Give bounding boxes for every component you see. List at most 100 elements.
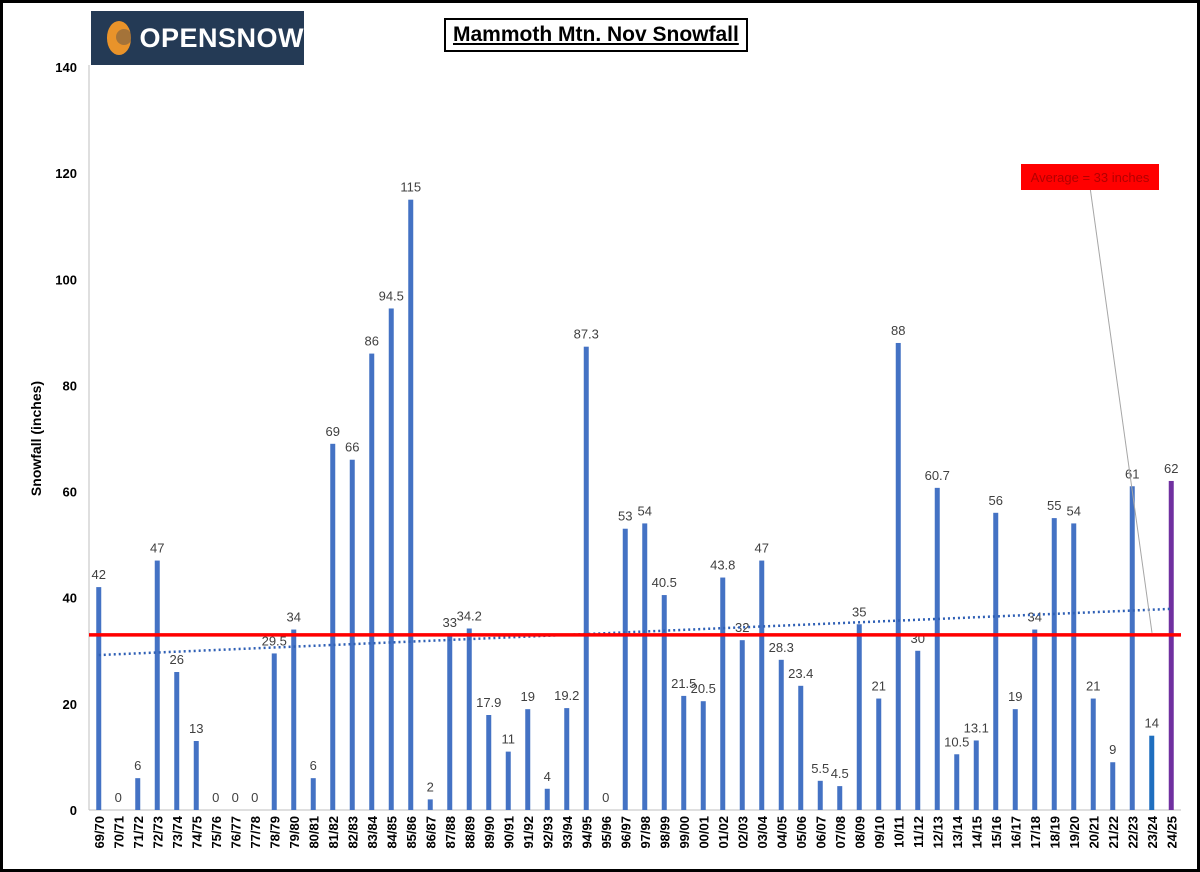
data-label: 6 [134, 758, 141, 773]
x-tick-label: 09/10 [872, 816, 887, 849]
x-tick-label: 90/91 [501, 816, 516, 849]
y-tick-label: 140 [55, 60, 77, 75]
bar [837, 786, 843, 810]
bar [720, 577, 726, 810]
x-tick-label: 86/87 [423, 816, 438, 849]
data-label: 19.2 [554, 688, 579, 703]
opensnow-logo: OPENSNOW [91, 11, 304, 65]
x-tick-label: 16/17 [1008, 816, 1023, 849]
bar [388, 308, 394, 810]
x-tick-label: 92/93 [540, 816, 555, 849]
x-tick-label: 88/89 [462, 816, 477, 849]
x-tick-label: 87/88 [443, 816, 458, 849]
x-tick-label: 02/03 [735, 816, 750, 849]
y-tick-label: 60 [63, 485, 77, 500]
x-tick-label: 03/04 [755, 815, 770, 848]
x-tick-label: 24/25 [1164, 816, 1179, 849]
data-label: 19 [1008, 689, 1022, 704]
x-tick-label: 98/99 [657, 816, 672, 849]
data-label: 47 [755, 541, 769, 556]
data-label: 11 [502, 732, 516, 747]
bar [642, 523, 648, 810]
y-tick-label: 120 [55, 166, 77, 181]
data-label: 87.3 [574, 327, 599, 342]
x-tick-label: 81/82 [326, 816, 341, 849]
data-label: 0 [115, 790, 122, 805]
y-tick-label: 20 [63, 697, 77, 712]
x-tick-label: 08/09 [852, 816, 867, 849]
data-label: 13 [189, 721, 203, 736]
x-tick-label: 84/85 [384, 816, 399, 849]
y-tick-label: 0 [70, 803, 77, 818]
bar [876, 698, 882, 810]
x-tick-label: 69/70 [92, 816, 107, 849]
x-tick-label: 05/06 [794, 816, 809, 849]
bar [681, 695, 687, 810]
bar [622, 528, 628, 810]
data-label: 6 [310, 758, 317, 773]
data-label: 21 [872, 679, 886, 694]
data-label: 21 [1086, 679, 1100, 694]
data-label: 66 [345, 440, 359, 455]
bar [486, 715, 492, 810]
x-tick-label: 72/73 [150, 816, 165, 849]
bar [193, 741, 199, 810]
data-label: 30 [911, 631, 925, 646]
x-tick-label: 85/86 [404, 816, 419, 849]
bar [1149, 735, 1155, 810]
data-label: 14 [1145, 716, 1159, 731]
bar [583, 346, 589, 810]
bar [661, 595, 667, 810]
bar [798, 685, 804, 810]
data-label: 17.9 [476, 695, 501, 710]
data-label: 53 [618, 509, 632, 524]
x-tick-label: 19/20 [1067, 816, 1082, 849]
data-label: 60.7 [925, 468, 950, 483]
data-label: 0 [251, 790, 258, 805]
data-label: 54 [1067, 503, 1081, 518]
bar [915, 650, 921, 810]
bar [466, 628, 472, 810]
data-label: 62 [1164, 461, 1178, 476]
chart-frame: 0 20 40 60 80 100 120 140 Snowfall (inches) 69/70… [3, 3, 1197, 869]
data-label: 13.1 [964, 720, 989, 735]
bar [1090, 698, 1096, 810]
data-label: 21.5 [671, 676, 696, 691]
data-label: 55 [1047, 498, 1061, 513]
bar [954, 754, 960, 810]
x-tick-label: 89/90 [482, 816, 497, 849]
x-tick-label: 01/02 [716, 816, 731, 849]
x-tick-label: 21/22 [1106, 816, 1121, 849]
data-label: 61 [1125, 466, 1139, 481]
x-tick-label: 79/80 [287, 816, 302, 849]
bar [427, 799, 433, 810]
data-label: 20.5 [691, 681, 716, 696]
bar [330, 443, 336, 810]
data-label: 34 [1028, 610, 1042, 625]
bar [1110, 762, 1116, 810]
x-tick-label: 93/94 [560, 815, 575, 848]
x-tick-label: 77/78 [248, 816, 263, 849]
bar [564, 708, 570, 810]
data-label: 34.2 [457, 608, 482, 623]
data-label: 0 [212, 790, 219, 805]
bar [369, 353, 375, 810]
trend-line [98, 607, 1172, 657]
bar [973, 740, 979, 810]
bar [174, 672, 180, 810]
data-label: 0 [232, 790, 239, 805]
bar [1168, 480, 1174, 810]
data-label: 23.4 [788, 666, 813, 681]
x-tick-label: 18/19 [1047, 816, 1062, 849]
data-label: 35 [852, 604, 866, 619]
data-label: 19 [521, 689, 535, 704]
bar [408, 199, 414, 810]
x-tick-label: 78/79 [267, 816, 282, 849]
bar [934, 487, 940, 810]
bar [993, 512, 999, 810]
x-tick-label: 23/24 [1145, 815, 1160, 848]
y-axis-title: Snowfall (inches) [28, 381, 44, 496]
logo-text: OPENSNOW [139, 22, 304, 53]
average-annotation: Average = 33 inches [1021, 164, 1159, 190]
